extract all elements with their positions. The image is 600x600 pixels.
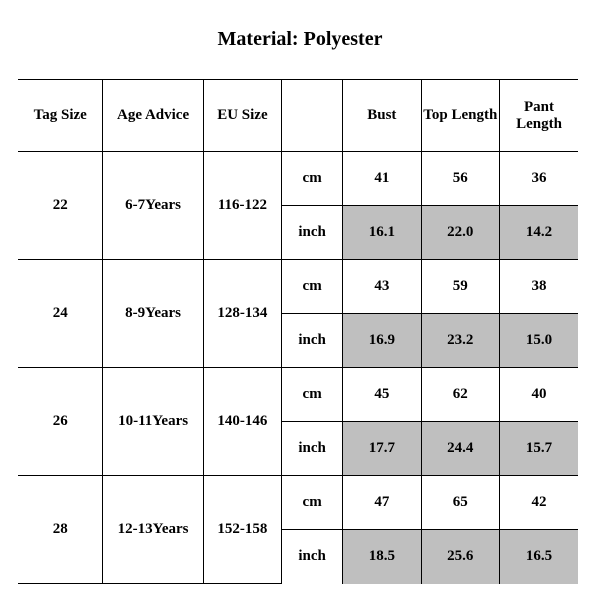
cell-eu: 128-134	[203, 260, 281, 368]
cell-unit: inch	[282, 422, 343, 476]
cell-top: 65	[421, 476, 499, 530]
cell-pant: 16.5	[500, 530, 579, 584]
col-tag-size: Tag Size	[18, 80, 103, 152]
page-title: Material: Polyester	[18, 28, 582, 51]
cell-pant: 38	[500, 260, 579, 314]
col-unit	[282, 80, 343, 152]
cell-age: 8-9Years	[103, 260, 203, 368]
cell-pant: 36	[500, 152, 579, 206]
table-row: 24 8-9Years 128-134 cm 43 59 38	[18, 260, 578, 314]
cell-unit: inch	[282, 206, 343, 260]
col-pant-length: Pant Length	[500, 80, 579, 152]
cell-unit: cm	[282, 476, 343, 530]
table-row: 26 10-11Years 140-146 cm 45 62 40	[18, 368, 578, 422]
cell-bust: 17.7	[343, 422, 421, 476]
cell-pant: 42	[500, 476, 579, 530]
size-table: Tag Size Age Advice EU Size Bust Top Len…	[18, 79, 578, 584]
cell-bust: 47	[343, 476, 421, 530]
cell-unit: cm	[282, 152, 343, 206]
cell-bust: 41	[343, 152, 421, 206]
cell-tag: 28	[18, 476, 103, 584]
cell-top: 22.0	[421, 206, 499, 260]
cell-bust: 16.1	[343, 206, 421, 260]
cell-unit: cm	[282, 368, 343, 422]
cell-age: 10-11Years	[103, 368, 203, 476]
col-bust: Bust	[343, 80, 421, 152]
table-row: 22 6-7Years 116-122 cm 41 56 36	[18, 152, 578, 206]
cell-pant: 15.7	[500, 422, 579, 476]
cell-bust: 16.9	[343, 314, 421, 368]
cell-eu: 116-122	[203, 152, 281, 260]
cell-tag: 24	[18, 260, 103, 368]
col-top-length: Top Length	[421, 80, 499, 152]
cell-top: 24.4	[421, 422, 499, 476]
cell-bust: 43	[343, 260, 421, 314]
header-row: Tag Size Age Advice EU Size Bust Top Len…	[18, 80, 578, 152]
cell-bust: 18.5	[343, 530, 421, 584]
cell-tag: 22	[18, 152, 103, 260]
cell-top: 23.2	[421, 314, 499, 368]
size-chart-page: Material: Polyester Tag Size Age Advice …	[0, 0, 600, 600]
cell-top: 59	[421, 260, 499, 314]
col-eu-size: EU Size	[203, 80, 281, 152]
cell-top: 62	[421, 368, 499, 422]
cell-pant: 14.2	[500, 206, 579, 260]
cell-top: 25.6	[421, 530, 499, 584]
cell-bust: 45	[343, 368, 421, 422]
cell-pant: 15.0	[500, 314, 579, 368]
cell-tag: 26	[18, 368, 103, 476]
cell-age: 12-13Years	[103, 476, 203, 584]
table-row: 28 12-13Years 152-158 cm 47 65 42	[18, 476, 578, 530]
size-table-body: 22 6-7Years 116-122 cm 41 56 36 inch 16.…	[18, 152, 578, 584]
col-age-advice: Age Advice	[103, 80, 203, 152]
cell-age: 6-7Years	[103, 152, 203, 260]
cell-unit: cm	[282, 260, 343, 314]
cell-top: 56	[421, 152, 499, 206]
cell-unit: inch	[282, 314, 343, 368]
cell-eu: 140-146	[203, 368, 281, 476]
cell-unit: inch	[282, 530, 343, 584]
cell-eu: 152-158	[203, 476, 281, 584]
cell-pant: 40	[500, 368, 579, 422]
